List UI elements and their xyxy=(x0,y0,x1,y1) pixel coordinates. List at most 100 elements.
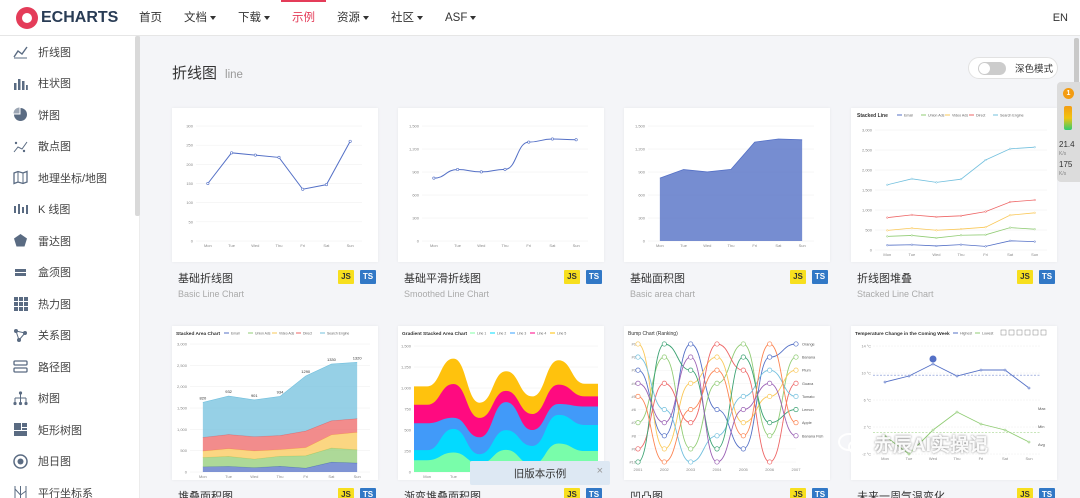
data-point xyxy=(886,216,889,219)
example-thumbnail[interactable]: Temperature Change in the Coming Week Hig… xyxy=(851,326,1057,480)
example-thumbnail[interactable]: 0 50 100 150 200 250 300 Mon Tue Wed Thu Fri Sat Sun xyxy=(172,108,378,262)
example-thumbnail[interactable]: Gradient Stacked Area Chart Line 1 Line 2 L… xyxy=(398,326,604,480)
example-thumbnail[interactable]: Stacked Area Chart Email Union Ads Video Ad… xyxy=(172,326,378,480)
js-badge[interactable]: JS xyxy=(338,270,354,284)
js-badge[interactable]: JS xyxy=(1017,488,1033,498)
y-tick-label: 2,500 xyxy=(862,148,873,153)
toolbox-line-icon[interactable] xyxy=(1016,329,1023,336)
ts-badge[interactable]: TS xyxy=(360,270,376,284)
example-title[interactable]: 基础平滑折线图 xyxy=(404,273,481,285)
example-card-1[interactable]: 0 300 600 900 1,200 1,500 Mon Tue Wed Thu Fri Sat Su… xyxy=(398,108,604,299)
series-line xyxy=(433,138,577,179)
example-card-4[interactable]: Stacked Area Chart Email Union Ads Video Ad… xyxy=(172,326,378,498)
example-card-0[interactable]: 0 50 100 150 200 250 300 Mon Tue Wed Thu Fri Sat Sun 基… xyxy=(172,108,378,299)
chart-svg: Stacked Area Chart Email Union Ads Video Ad… xyxy=(176,331,370,479)
example-title[interactable]: 未来一周气温变化 xyxy=(857,491,945,498)
js-badge[interactable]: JS xyxy=(790,488,806,498)
example-card-5[interactable]: Gradient Stacked Area Chart Line 1 Line 2 L… xyxy=(398,326,604,498)
data-point xyxy=(959,178,963,181)
network-monitor-widget[interactable]: 1 21.4 K/s 175 K/s xyxy=(1057,82,1080,182)
ts-badge[interactable]: TS xyxy=(812,488,828,498)
example-title[interactable]: 凹凸图 xyxy=(630,491,663,498)
series-end-label: Banana xyxy=(802,356,816,360)
example-thumbnail[interactable]: Bump Chart (Ranking) #1 #2 #3 #4 #5 #6 #7 #8 #9 #1… xyxy=(624,326,830,480)
sidebar-item-13[interactable]: 旭日图 xyxy=(0,446,139,478)
js-badge[interactable]: JS xyxy=(564,270,580,284)
ts-badge[interactable]: TS xyxy=(1039,488,1055,498)
example-thumbnail[interactable]: 0 300 600 900 1,200 1,500 Mon Tue Wed Thu Fri Sat Su… xyxy=(624,108,830,262)
sidebar-item-8[interactable]: 热力图 xyxy=(0,288,139,320)
language-switch[interactable]: EN xyxy=(1052,12,1068,24)
sidebar-item-14[interactable]: 平行坐标系 xyxy=(0,477,139,498)
dark-mode-toggle[interactable]: 深色模式 xyxy=(968,57,1058,79)
js-badge[interactable]: JS xyxy=(338,488,354,498)
data-point xyxy=(935,229,938,232)
nav-item-2[interactable]: 下载 xyxy=(227,0,281,36)
example-card-6[interactable]: Bump Chart (Ranking) #1 #2 #3 #4 #5 #6 #7 #8 #9 #1… xyxy=(624,326,830,498)
sidebar-item-0[interactable]: 折线图 xyxy=(0,36,139,68)
toolbox-save-icon[interactable] xyxy=(1040,329,1047,336)
sidebar-item-3[interactable]: 散点图 xyxy=(0,131,139,163)
ts-badge[interactable]: TS xyxy=(1039,270,1055,284)
sidebar-item-10[interactable]: 路径图 xyxy=(0,351,139,383)
example-thumbnail[interactable]: Stacked Line Email Union Ads Video Ads Direc… xyxy=(851,108,1057,262)
sidebar-item-6[interactable]: 雷达图 xyxy=(0,225,139,257)
series-line xyxy=(637,343,797,463)
example-title[interactable]: 堆叠面积图 xyxy=(178,491,233,498)
old-version-label[interactable]: 旧版本示例 xyxy=(513,467,567,480)
sidebar-item-1[interactable]: 柱状图 xyxy=(0,68,139,100)
legend-label: Line 5 xyxy=(557,332,566,336)
nav-item-1[interactable]: 文档 xyxy=(173,0,227,36)
nav-item-5[interactable]: 社区 xyxy=(380,0,434,36)
y-tick-label: 2,000 xyxy=(862,168,873,173)
toolbox-bar-icon[interactable] xyxy=(1024,329,1031,336)
nav-item-6[interactable]: ASF xyxy=(434,0,487,36)
chart-svg: 0 300 600 900 1,200 1,500 Mon Tue Wed Thu Fri Sat Su… xyxy=(409,124,588,248)
y-tick-label: 6 °C xyxy=(864,399,872,403)
example-title[interactable]: 渐变堆叠面积图 xyxy=(404,491,481,498)
echarts-logo[interactable]: ECHARTS xyxy=(16,6,118,30)
x-tick-label: Wed xyxy=(250,474,258,479)
old-version-banner[interactable]: 旧版本示例 × xyxy=(470,461,610,485)
example-thumbnail[interactable]: 0 300 600 900 1,200 1,500 Mon Tue Wed Thu Fri Sat Su… xyxy=(398,108,604,262)
sidebar-item-5[interactable]: K 线图 xyxy=(0,194,139,226)
ts-badge[interactable]: TS xyxy=(812,270,828,284)
x-tick-label: 2002 xyxy=(660,467,670,472)
dark-mode-switch[interactable] xyxy=(978,61,1006,75)
js-badge[interactable]: JS xyxy=(564,488,580,498)
page-scrollbar[interactable] xyxy=(1073,36,1080,498)
sidebar-item-9[interactable]: 关系图 xyxy=(0,320,139,352)
example-title[interactable]: 基础面积图 xyxy=(630,273,685,285)
nav-item-0[interactable]: 首页 xyxy=(128,0,173,36)
sidebar-scrollbar[interactable] xyxy=(135,36,140,216)
data-point xyxy=(324,183,328,187)
nav-item-4[interactable]: 资源 xyxy=(326,0,380,36)
sidebar-item-7[interactable]: 盒须图 xyxy=(0,257,139,289)
sidebar-item-2[interactable]: 饼图 xyxy=(0,99,139,131)
data-point xyxy=(740,446,746,452)
example-card-3[interactable]: Stacked Line Email Union Ads Video Ads Direc… xyxy=(851,108,1057,299)
old-version-close-button[interactable]: × xyxy=(596,465,603,477)
sidebar-item-4[interactable]: 地理坐标/地图 xyxy=(0,162,139,194)
ts-badge[interactable]: TS xyxy=(586,488,602,498)
example-title[interactable]: 基础折线图 xyxy=(178,273,233,285)
toolbox-data-icon[interactable] xyxy=(1008,329,1015,336)
sidebar-item-11[interactable]: 树图 xyxy=(0,383,139,415)
example-card-2[interactable]: 0 300 600 900 1,200 1,500 Mon Tue Wed Thu Fri Sat Su… xyxy=(624,108,830,299)
page-scrollbar-thumb[interactable] xyxy=(1074,38,1079,98)
ts-badge[interactable]: TS xyxy=(586,270,602,284)
ts-badge[interactable]: TS xyxy=(360,488,376,498)
tree-icon xyxy=(13,391,28,406)
example-card-7[interactable]: Temperature Change in the Coming Week Hig… xyxy=(851,326,1057,498)
sidebar-item-12[interactable]: 矩形树图 xyxy=(0,414,139,446)
data-point xyxy=(907,452,911,456)
toolbox-zoom-icon[interactable] xyxy=(1000,329,1007,336)
y-tick-label: 1,500 xyxy=(635,124,646,129)
example-title[interactable]: 折线图堆叠 xyxy=(857,273,912,285)
page-title-cn: 折线图 xyxy=(172,65,218,82)
toolbox-restore-icon[interactable] xyxy=(1032,329,1039,336)
chart-title: Gradient Stacked Area Chart xyxy=(402,331,468,337)
js-badge[interactable]: JS xyxy=(790,270,806,284)
nav-item-3[interactable]: 示例 xyxy=(281,0,326,36)
js-badge[interactable]: JS xyxy=(1017,270,1033,284)
